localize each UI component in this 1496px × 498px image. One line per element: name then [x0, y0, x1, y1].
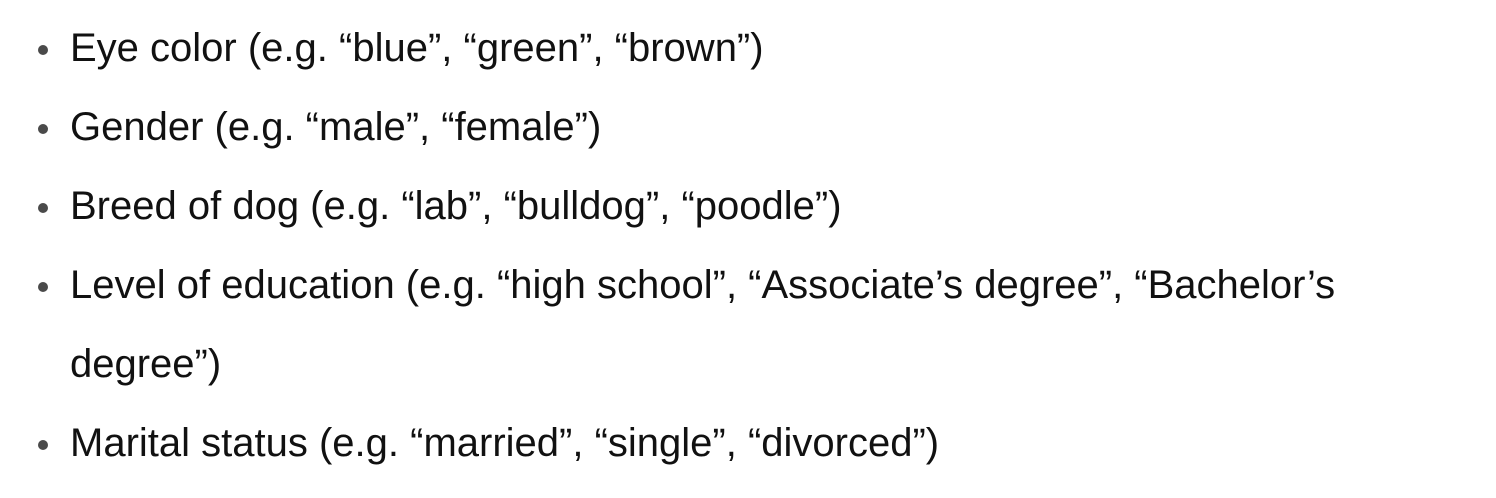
bullet-list: Eye color (e.g. “blue”, “green”, “brown”…	[0, 9, 1496, 483]
list-item: Marital status (e.g. “married”, “single”…	[0, 404, 1496, 483]
list-item-text: Eye color (e.g. “blue”, “green”, “brown”…	[70, 26, 764, 70]
bullet-dot-icon	[38, 440, 48, 450]
list-item-text: Gender (e.g. “male”, “female”)	[70, 105, 602, 149]
bullet-dot-icon	[38, 45, 48, 55]
bullet-dot-icon	[38, 203, 48, 213]
bullet-dot-icon	[38, 282, 48, 292]
list-item: Gender (e.g. “male”, “female”)	[0, 88, 1496, 167]
list-item-text: Level of education (e.g. “high school”, …	[70, 263, 1336, 386]
list-item: Eye color (e.g. “blue”, “green”, “brown”…	[0, 9, 1496, 88]
list-item-text: Marital status (e.g. “married”, “single”…	[70, 421, 940, 465]
list-item: Level of education (e.g. “high school”, …	[0, 246, 1496, 404]
list-item-text: Breed of dog (e.g. “lab”, “bulldog”, “po…	[70, 184, 842, 228]
list-item: Breed of dog (e.g. “lab”, “bulldog”, “po…	[0, 167, 1496, 246]
bullet-dot-icon	[38, 124, 48, 134]
